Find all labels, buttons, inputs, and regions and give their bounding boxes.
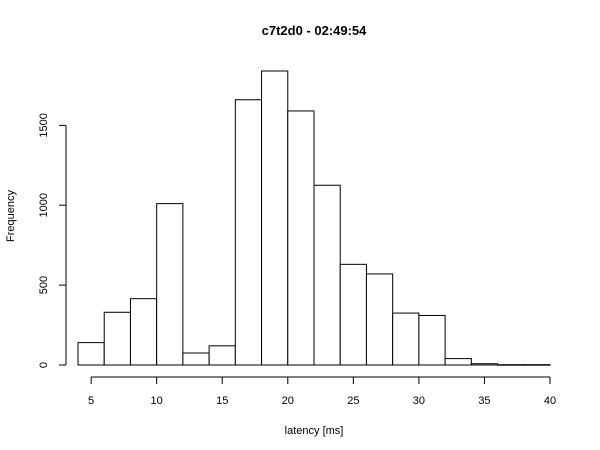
histogram-bar <box>365 273 394 366</box>
histogram-bar <box>287 110 315 366</box>
histogram-bars <box>77 70 551 366</box>
histogram-bar <box>444 358 472 366</box>
y-axis: 0 500 1000 1500 <box>38 113 67 368</box>
x-tick-label: 20 <box>282 395 294 407</box>
y-axis-label: Frequency <box>5 190 17 242</box>
histogram-bar <box>523 364 551 366</box>
histogram-bar <box>497 364 525 366</box>
histogram-bar <box>392 312 420 366</box>
y-tick-label: 1000 <box>38 193 50 217</box>
y-tick-label: 1500 <box>38 113 50 137</box>
histogram-bar <box>339 263 367 366</box>
histogram-bar <box>103 311 131 366</box>
chart-title: c7t2d0 - 02:49:54 <box>262 23 368 38</box>
histogram-bar <box>261 70 289 366</box>
histogram-bar <box>129 298 158 366</box>
x-tick-label: 25 <box>347 395 359 407</box>
histogram-bar <box>470 363 499 366</box>
x-tick-label: 30 <box>413 395 425 407</box>
x-tick-label: 40 <box>544 395 556 407</box>
x-tick-label: 35 <box>478 395 490 407</box>
histogram-bar <box>418 314 446 366</box>
y-tick-label: 500 <box>38 276 50 294</box>
histogram-bar <box>234 99 263 366</box>
y-tick-label: 0 <box>38 362 50 368</box>
histogram-bar <box>208 345 236 366</box>
histogram-bar <box>77 342 105 366</box>
histogram-bar <box>182 352 210 366</box>
x-axis: 5 10 15 20 25 30 35 40 <box>88 376 556 407</box>
x-axis-label: latency [ms] <box>285 425 344 437</box>
x-tick-label: 5 <box>88 395 94 407</box>
histogram-bar <box>156 203 184 366</box>
x-tick-label: 10 <box>151 395 163 407</box>
histogram-bar <box>313 184 341 366</box>
x-tick-label: 15 <box>216 395 228 407</box>
